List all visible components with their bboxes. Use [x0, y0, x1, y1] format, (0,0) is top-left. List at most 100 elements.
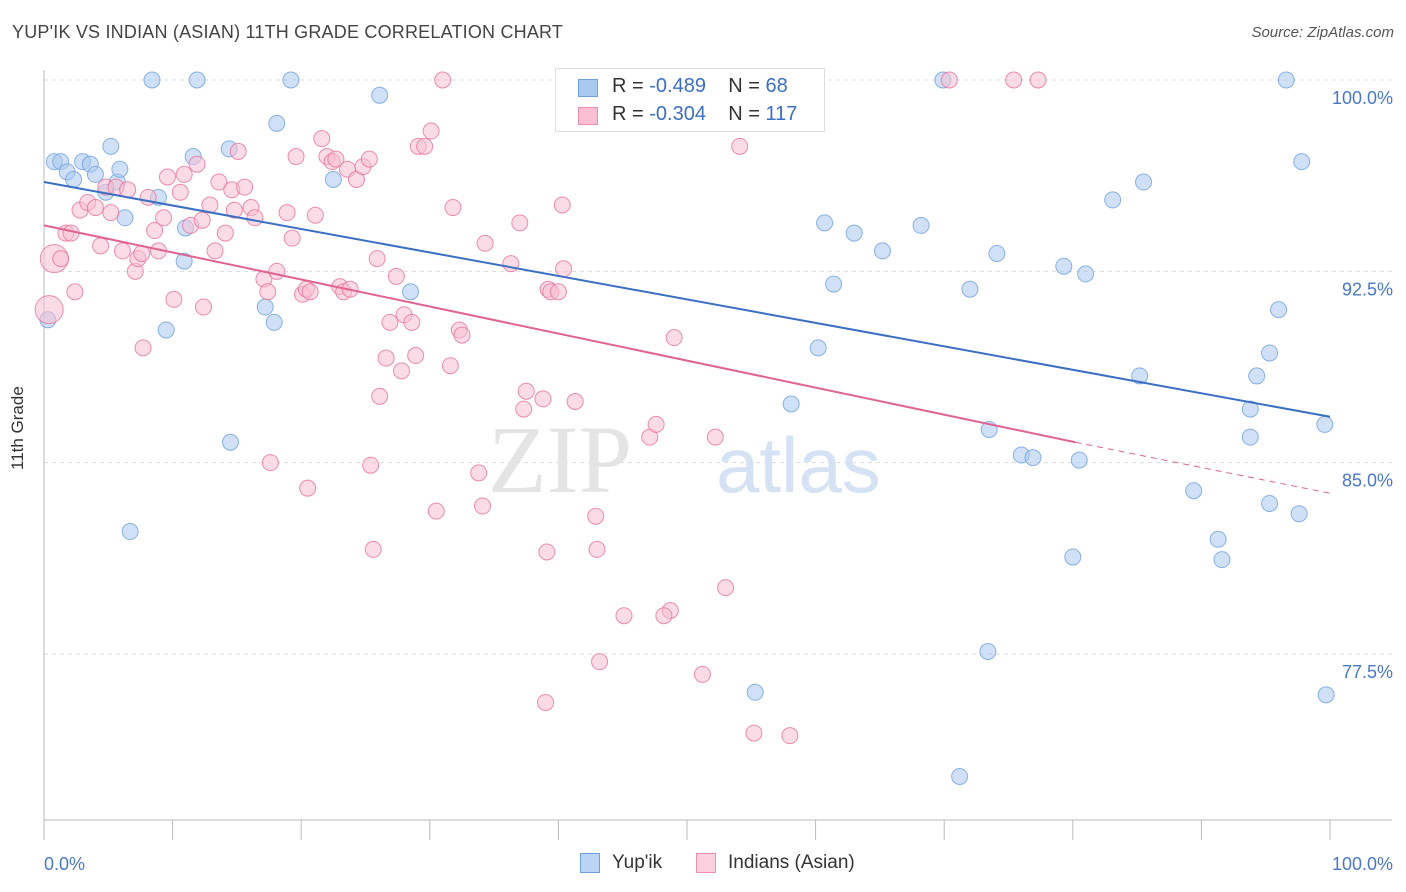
indians-point	[278, 204, 296, 222]
y-tick-label: 100.0%	[1332, 88, 1393, 108]
indians-point	[731, 137, 749, 155]
indians-point	[299, 479, 317, 497]
yupik-point	[816, 214, 834, 232]
indians-point	[134, 339, 152, 357]
indians-point	[283, 229, 301, 247]
indians-point	[1029, 71, 1047, 89]
watermark-atlas: atlas	[716, 421, 881, 509]
yupik-point	[782, 395, 800, 413]
legend-n-value: 117	[765, 103, 798, 125]
indians-point	[236, 178, 254, 196]
indians-point	[441, 357, 459, 375]
yupik-point	[1293, 153, 1311, 171]
indians-point	[381, 313, 399, 331]
indians-point	[113, 242, 131, 260]
yupik-point	[1270, 301, 1288, 319]
indians-point	[470, 464, 488, 482]
indians-point	[517, 382, 535, 400]
tick-labels: 77.5% 85.0% 92.5% 100.0% 0.0% 100.0%	[44, 88, 1393, 874]
bottom-legend-label-yupik: Yup'ik	[612, 852, 663, 873]
indians-point	[403, 313, 421, 331]
indians-point	[313, 130, 331, 148]
indians-point	[306, 206, 324, 224]
yupik-point	[1055, 257, 1073, 275]
yupik-point	[256, 298, 274, 316]
indians-point	[210, 173, 228, 191]
indians-point	[444, 199, 462, 217]
legend-n-value: 68	[765, 75, 788, 97]
bottom-legend-swatch-yupik	[580, 853, 600, 873]
yupik-point	[121, 523, 139, 541]
yupik-point	[979, 642, 997, 660]
indians-point	[555, 260, 573, 278]
indians-point	[229, 142, 247, 160]
indians-point	[1005, 71, 1023, 89]
yupik-point	[1209, 530, 1227, 548]
indians-point	[511, 214, 529, 232]
yupik-point	[951, 767, 969, 785]
yupik-point	[65, 170, 83, 188]
yupik-point	[1316, 415, 1334, 433]
yupik-point	[143, 71, 161, 89]
yupik-point	[116, 209, 134, 227]
indians-point	[102, 204, 120, 222]
yupik-point	[1024, 449, 1042, 467]
indians-point	[216, 224, 234, 242]
indians-point	[549, 283, 567, 301]
yupik-point	[188, 71, 206, 89]
yupik-trend-line	[43, 181, 1331, 418]
indians-point	[158, 168, 176, 186]
yupik-point	[1070, 451, 1088, 469]
indians-point	[86, 199, 104, 217]
legend-swatch-indians	[578, 107, 598, 125]
yupik-point	[86, 165, 104, 183]
legend-r-value: -0.489	[649, 75, 706, 97]
y-tick-label: 85.0%	[1342, 471, 1393, 491]
indians-point	[225, 201, 243, 219]
indians-point	[515, 400, 533, 418]
yupik-point	[324, 170, 342, 188]
indians-point	[940, 71, 958, 89]
indians-point	[146, 222, 164, 240]
yupik-point	[111, 160, 129, 178]
data-points	[34, 71, 1335, 785]
yupik-point	[1248, 367, 1266, 385]
indians-point	[52, 250, 70, 268]
indians-point	[502, 255, 520, 273]
yupik-point	[282, 71, 300, 89]
indians-point	[393, 362, 411, 380]
indians-point	[665, 329, 683, 347]
yupik-point	[1104, 191, 1122, 209]
indians-point	[591, 653, 609, 671]
yupik-point	[845, 224, 863, 242]
yupik-point	[1290, 505, 1308, 523]
x-tick-label: 100.0%	[1332, 854, 1393, 874]
indians-point	[171, 183, 189, 201]
indians-point	[717, 579, 735, 597]
indians-point	[66, 283, 84, 301]
indians-point	[268, 262, 286, 280]
indians-point	[34, 295, 64, 325]
indians-point	[434, 71, 452, 89]
indians-point	[615, 607, 633, 625]
yupik-point	[175, 252, 193, 270]
x-tick-label: 0.0%	[44, 854, 85, 874]
yupik-point	[1241, 428, 1259, 446]
yupik-point	[809, 339, 827, 357]
indians-point	[693, 665, 711, 683]
y-axis-label: 11th Grade	[8, 386, 27, 470]
y-tick-label: 77.5%	[1342, 662, 1393, 682]
source-credit: Source: ZipAtlas.com	[1251, 24, 1394, 41]
indians-point	[364, 540, 382, 558]
indians-point	[92, 237, 110, 255]
indians-point	[165, 290, 183, 308]
indians-point	[155, 209, 173, 227]
indians-point	[706, 428, 724, 446]
indians-point	[368, 250, 386, 268]
watermark: ZIP atlas	[488, 406, 881, 513]
axes	[43, 70, 1392, 840]
indians-point	[360, 150, 378, 168]
indians-point	[188, 155, 206, 173]
bottom-legend-swatch-indians	[696, 853, 716, 873]
